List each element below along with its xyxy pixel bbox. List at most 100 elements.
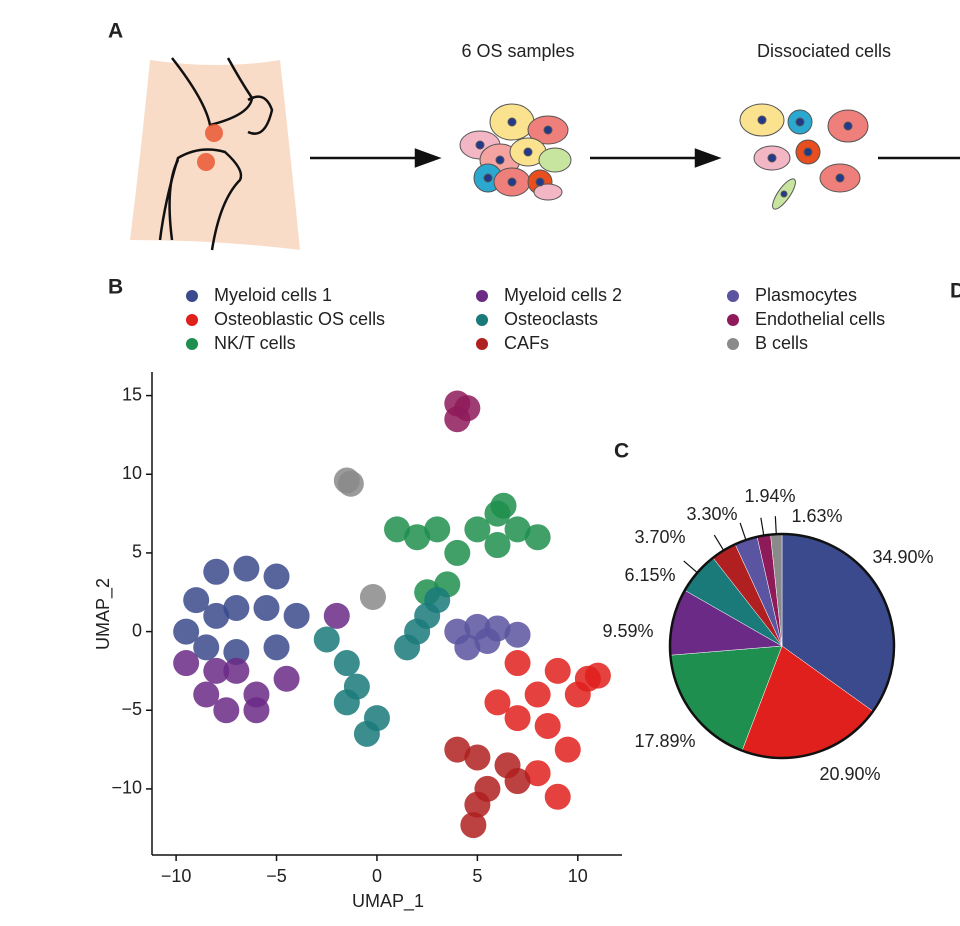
legend-marker — [186, 314, 198, 326]
cell-point — [454, 634, 481, 661]
cell-point — [337, 470, 364, 497]
panel-label: B — [108, 276, 123, 299]
legend-marker — [476, 338, 488, 350]
cell-point — [404, 524, 431, 551]
legend-marker — [727, 314, 739, 326]
legend-label: Osteoblastic OS cells — [214, 309, 385, 329]
legend-label: CAFs — [504, 333, 549, 353]
cell-point — [313, 626, 340, 653]
pie-label: 3.70% — [634, 527, 685, 547]
pie-label: 9.59% — [602, 621, 653, 641]
cell-point — [213, 697, 240, 724]
cell-point — [504, 650, 531, 677]
pie-label: 3.30% — [686, 504, 737, 524]
x-tick-label: 0 — [372, 866, 382, 886]
cell-cluster — [459, 103, 572, 201]
cell-point — [524, 760, 551, 787]
legend-label: Myeloid cells 2 — [504, 285, 622, 305]
y-tick-label: −5 — [121, 699, 142, 719]
cell-point — [490, 492, 517, 519]
cell-point — [353, 720, 380, 747]
panel-label: D — [950, 280, 960, 303]
cell-point — [444, 736, 471, 763]
panel-label: A — [108, 20, 123, 43]
pie-label: 1.94% — [744, 486, 795, 506]
cell-point — [524, 681, 551, 708]
x-tick-label: 10 — [568, 866, 588, 886]
cell-point — [524, 524, 551, 551]
legend-label: Osteoclasts — [504, 309, 598, 329]
cell-point — [464, 744, 491, 771]
cell-point — [484, 532, 511, 559]
cell-point — [263, 634, 290, 661]
pie-label: 17.89% — [634, 731, 695, 751]
legend-marker — [476, 290, 488, 302]
cell-point — [283, 602, 310, 629]
cell-point — [223, 657, 250, 684]
leader-line — [739, 522, 747, 541]
legend-marker — [476, 314, 488, 326]
x-tick-label: −5 — [266, 866, 287, 886]
x-tick-label: 5 — [472, 866, 482, 886]
cell-point — [223, 639, 250, 666]
leader-line — [774, 516, 777, 535]
cell-point — [544, 657, 571, 684]
knee-illustration — [130, 57, 300, 251]
cell-point — [243, 697, 270, 724]
cell-point — [223, 594, 250, 621]
legend-label: Plasmocytes — [755, 285, 857, 305]
cell-point — [424, 587, 451, 614]
y-axis-label: UMAP_2 — [93, 578, 114, 650]
y-tick-label: −10 — [111, 778, 142, 798]
legend-marker — [186, 290, 198, 302]
pie-outline — [668, 532, 896, 760]
cell-point — [193, 681, 220, 708]
cell-point — [474, 628, 501, 655]
leader-line — [683, 560, 698, 574]
cell-point — [544, 783, 571, 810]
cell-point — [504, 705, 531, 732]
step-label: Dissociated cells — [757, 41, 891, 61]
cell-point — [359, 583, 386, 610]
cell-point — [203, 602, 230, 629]
cell-point — [173, 650, 200, 677]
cell-point — [173, 618, 200, 645]
leader-line — [760, 517, 765, 536]
cell-point — [444, 539, 471, 566]
cell-point — [384, 516, 411, 543]
pie-label: 20.90% — [819, 764, 880, 784]
cell-point — [574, 665, 601, 692]
cell-point — [193, 634, 220, 661]
leader-line — [713, 534, 725, 551]
cell-point — [273, 665, 300, 692]
x-axis-label: UMAP_1 — [352, 891, 424, 912]
y-tick-label: 0 — [132, 620, 142, 640]
pie-label: 1.63% — [791, 506, 842, 526]
cell-point — [203, 657, 230, 684]
x-tick-label: −10 — [161, 866, 192, 886]
legend-label: Myeloid cells 1 — [214, 285, 332, 305]
legend-marker — [186, 338, 198, 350]
cell-point — [203, 558, 230, 585]
cell-point — [484, 689, 511, 716]
y-tick-label: 5 — [132, 542, 142, 562]
cell-point — [554, 736, 581, 763]
cell-point — [504, 768, 531, 795]
legend-label: B cells — [755, 333, 808, 353]
cell-point — [534, 712, 561, 739]
cell-point — [253, 594, 280, 621]
cell-point — [504, 621, 531, 648]
dissociated-cells — [739, 103, 869, 210]
panel-label: C — [614, 440, 629, 463]
legend-marker — [727, 290, 739, 302]
cell-point — [263, 563, 290, 590]
cell-point — [460, 812, 487, 839]
legend-label: Endothelial cells — [755, 309, 885, 329]
step-label: 6 OS samples — [461, 41, 574, 61]
cell-point — [464, 516, 491, 543]
legend-label: NK/T cells — [214, 333, 296, 353]
cell-point — [333, 650, 360, 677]
cell-point — [454, 395, 481, 422]
cell-point — [333, 689, 360, 716]
